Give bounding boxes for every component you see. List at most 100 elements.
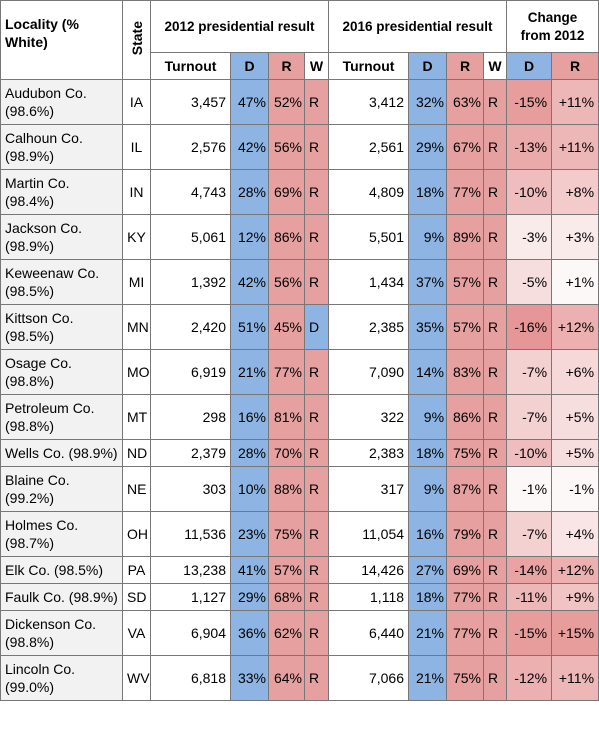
dem-2012: 42% bbox=[230, 124, 269, 170]
winner-2012: D bbox=[303, 304, 330, 350]
turnout-2016: 7,066 bbox=[328, 655, 410, 701]
dem-2016: 9% bbox=[408, 394, 448, 440]
rep-2012: 69% bbox=[268, 169, 305, 215]
rep-2016: 75% bbox=[446, 655, 485, 701]
state: ND bbox=[122, 439, 151, 467]
dem-2012: 33% bbox=[230, 655, 269, 701]
turnout-2016: 6,440 bbox=[328, 610, 410, 656]
turnout-2016: 1,118 bbox=[328, 583, 410, 611]
row: Osage Co. (98.8%) MO 6,919 21% 77% R 7,090 14% 8… bbox=[0, 349, 599, 395]
locality: Calhoun Co. (98.9%) bbox=[0, 124, 123, 170]
rep-2016: 86% bbox=[446, 394, 485, 440]
locality: Blaine Co. (99.2%) bbox=[0, 466, 123, 512]
row: Holmes Co. (98.7%) OH 11,536 23% 75% R 11,054 1… bbox=[0, 511, 599, 557]
header-2016: 2016 presidential result bbox=[328, 0, 508, 53]
turnout-2012: 13,238 bbox=[150, 556, 231, 584]
state: MI bbox=[122, 259, 151, 305]
rep-2016: 57% bbox=[446, 304, 485, 350]
winner-2016: R bbox=[483, 349, 508, 395]
locality: Osage Co. (98.8%) bbox=[0, 349, 123, 395]
change-dem: -14% bbox=[506, 556, 553, 584]
turnout-2016: 11,054 bbox=[328, 511, 410, 557]
dem-2012: 23% bbox=[230, 511, 269, 557]
change-rep: +12% bbox=[551, 304, 599, 350]
winner-2016: R bbox=[483, 304, 508, 350]
locality: Keweenaw Co. (98.5%) bbox=[0, 259, 123, 305]
rep-2016: 77% bbox=[446, 169, 485, 215]
change-dem: -15% bbox=[506, 79, 553, 125]
rep-2016: 77% bbox=[446, 583, 485, 611]
header-change: Change from 2012 bbox=[506, 0, 599, 53]
turnout-2016: 14,426 bbox=[328, 556, 410, 584]
turnout-2016: 2,561 bbox=[328, 124, 410, 170]
state: MT bbox=[122, 394, 151, 440]
rep-2016: 67% bbox=[446, 124, 485, 170]
locality: Audubon Co. (98.6%) bbox=[0, 79, 123, 125]
winner-2016: R bbox=[483, 556, 508, 584]
dem-2016: 9% bbox=[408, 214, 448, 260]
dem-2016: 18% bbox=[408, 169, 448, 215]
winner-2016: R bbox=[483, 511, 508, 557]
row: Lincoln Co. (99.0%) WV 6,818 33% 64% R 7,066 21… bbox=[0, 655, 599, 701]
locality: Dickenson Co. (98.8%) bbox=[0, 610, 123, 656]
change-dem: -3% bbox=[506, 214, 553, 260]
rep-2016: 75% bbox=[446, 439, 485, 467]
winner-2012: R bbox=[303, 124, 330, 170]
winner-2016: R bbox=[483, 394, 508, 440]
state: SD bbox=[122, 583, 151, 611]
state: IL bbox=[122, 124, 151, 170]
turnout-2016: 4,809 bbox=[328, 169, 410, 215]
turnout-2016: 317 bbox=[328, 466, 410, 512]
dem-2016: 29% bbox=[408, 124, 448, 170]
change-rep: +4% bbox=[551, 511, 599, 557]
change-rep: +11% bbox=[551, 655, 599, 701]
locality: Elk Co. (98.5%) bbox=[0, 556, 123, 584]
state: KY bbox=[122, 214, 151, 260]
row: Kittson Co. (98.5%) MN 2,420 51% 45% D 2,385 35… bbox=[0, 304, 599, 350]
dem-2016: 27% bbox=[408, 556, 448, 584]
winner-2016: R bbox=[483, 79, 508, 125]
row: Calhoun Co. (98.9%) IL 2,576 42% 56% R 2,561 29… bbox=[0, 124, 599, 170]
dem-2016: 21% bbox=[408, 610, 448, 656]
winner-2016: R bbox=[483, 259, 508, 305]
dem-2012: 28% bbox=[230, 169, 269, 215]
dem-2012: 12% bbox=[230, 214, 269, 260]
state: MO bbox=[122, 349, 151, 395]
dem-2012: 36% bbox=[230, 610, 269, 656]
header-locality: Locality (% White) bbox=[0, 0, 123, 80]
change-dem: -13% bbox=[506, 124, 553, 170]
change-dem: -5% bbox=[506, 259, 553, 305]
winner-2016: R bbox=[483, 655, 508, 701]
rep-2016: 83% bbox=[446, 349, 485, 395]
winner-2012: R bbox=[303, 394, 330, 440]
dem-2012: 29% bbox=[230, 583, 269, 611]
dem-2016: 35% bbox=[408, 304, 448, 350]
change-rep: +9% bbox=[551, 583, 599, 611]
header-sub: R bbox=[446, 52, 485, 80]
rep-2016: 87% bbox=[446, 466, 485, 512]
state: NE bbox=[122, 466, 151, 512]
turnout-2012: 1,392 bbox=[150, 259, 231, 305]
change-rep: +6% bbox=[551, 349, 599, 395]
rep-2016: 89% bbox=[446, 214, 485, 260]
rep-2016: 63% bbox=[446, 79, 485, 125]
winner-2016: R bbox=[483, 439, 508, 467]
dem-2016: 18% bbox=[408, 583, 448, 611]
row: Wells Co. (98.9%) ND 2,379 28% 70% R 2,383 18% 7… bbox=[0, 439, 599, 467]
change-rep: +11% bbox=[551, 124, 599, 170]
rep-2016: 57% bbox=[446, 259, 485, 305]
rep-2012: 62% bbox=[268, 610, 305, 656]
dem-2012: 42% bbox=[230, 259, 269, 305]
winner-2012: R bbox=[303, 583, 330, 611]
rep-2016: 79% bbox=[446, 511, 485, 557]
winner-2016: R bbox=[483, 124, 508, 170]
state: WV bbox=[122, 655, 151, 701]
turnout-2016: 322 bbox=[328, 394, 410, 440]
rep-2012: 52% bbox=[268, 79, 305, 125]
rep-2012: 64% bbox=[268, 655, 305, 701]
row: Dickenson Co. (98.8%) VA 6,904 36% 62% R 6,440… bbox=[0, 610, 599, 656]
rep-2012: 88% bbox=[268, 466, 305, 512]
state: IN bbox=[122, 169, 151, 215]
rep-2012: 56% bbox=[268, 259, 305, 305]
change-rep: +12% bbox=[551, 556, 599, 584]
